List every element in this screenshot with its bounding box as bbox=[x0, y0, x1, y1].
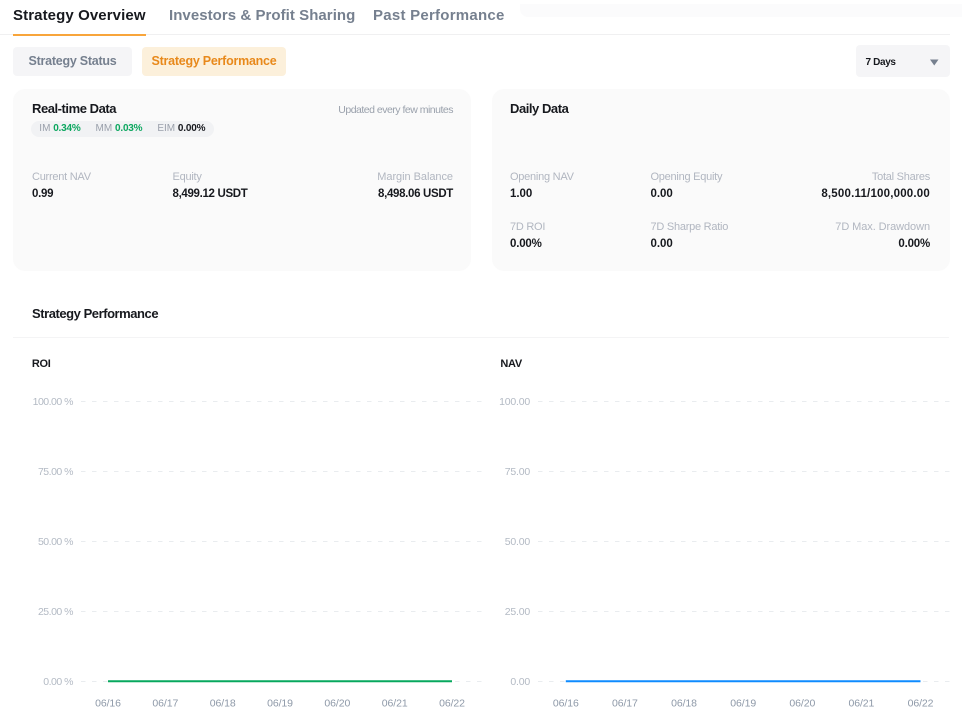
svg-text:06/20: 06/20 bbox=[789, 698, 815, 710]
svg-text:0.00: 0.00 bbox=[510, 676, 530, 688]
svg-text:50.00: 50.00 bbox=[505, 536, 531, 548]
svg-text:100.00: 100.00 bbox=[499, 396, 530, 408]
svg-text:25.00 %: 25.00 % bbox=[38, 606, 73, 618]
svg-text:50.00 %: 50.00 % bbox=[38, 536, 73, 548]
svg-text:25.00: 25.00 bbox=[505, 606, 531, 618]
svg-text:100.00 %: 100.00 % bbox=[33, 396, 74, 408]
svg-text:06/17: 06/17 bbox=[612, 698, 638, 710]
svg-text:06/19: 06/19 bbox=[730, 698, 756, 710]
svg-text:75.00 %: 75.00 % bbox=[38, 466, 73, 478]
svg-text:06/20: 06/20 bbox=[324, 698, 350, 710]
svg-text:06/22: 06/22 bbox=[439, 698, 465, 710]
svg-text:06/18: 06/18 bbox=[671, 698, 697, 710]
svg-text:06/18: 06/18 bbox=[210, 698, 236, 710]
svg-text:0.00 %: 0.00 % bbox=[43, 676, 73, 688]
svg-text:06/21: 06/21 bbox=[849, 698, 875, 710]
svg-text:06/22: 06/22 bbox=[908, 698, 934, 710]
svg-text:06/19: 06/19 bbox=[267, 698, 293, 710]
svg-text:06/16: 06/16 bbox=[95, 698, 121, 710]
svg-text:06/17: 06/17 bbox=[152, 698, 178, 710]
svg-text:06/16: 06/16 bbox=[553, 698, 579, 710]
svg-text:06/21: 06/21 bbox=[382, 698, 408, 710]
svg-text:75.00: 75.00 bbox=[505, 466, 531, 478]
